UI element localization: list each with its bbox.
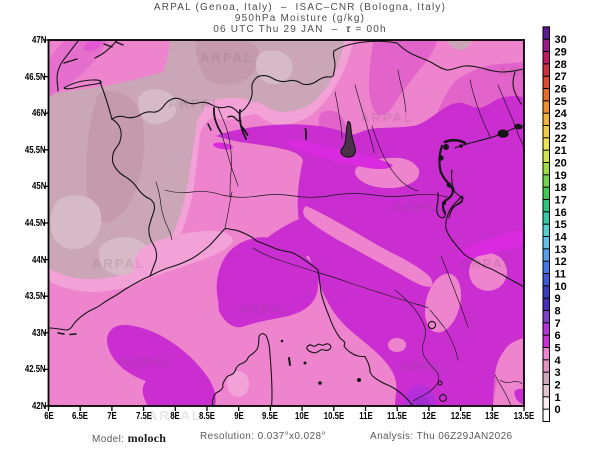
- svg-text:20: 20: [555, 158, 567, 170]
- svg-text:27: 27: [555, 71, 567, 83]
- svg-text:19: 19: [555, 170, 567, 182]
- svg-text:5: 5: [555, 343, 561, 355]
- svg-text:28: 28: [555, 59, 567, 71]
- svg-text:ARPAL: ARPAL: [200, 50, 254, 65]
- svg-text:ARPAL: ARPAL: [238, 302, 292, 317]
- svg-text:25: 25: [555, 96, 567, 108]
- svg-text:2: 2: [555, 380, 561, 392]
- svg-text:ARPAL: ARPAL: [398, 359, 452, 374]
- svg-text:15: 15: [555, 219, 567, 231]
- svg-text:1: 1: [555, 392, 561, 404]
- svg-text:13: 13: [555, 244, 567, 256]
- svg-text:3: 3: [555, 367, 561, 379]
- svg-text:29: 29: [555, 47, 567, 59]
- svg-text:ARPAL: ARPAL: [92, 256, 146, 271]
- svg-text:0: 0: [555, 404, 561, 416]
- svg-text:ARPAL: ARPAL: [360, 110, 414, 125]
- svg-text:7: 7: [555, 318, 561, 330]
- svg-text:14: 14: [555, 232, 568, 244]
- svg-text:ARPAL: ARPAL: [460, 256, 514, 271]
- svg-text:21: 21: [555, 145, 567, 157]
- svg-text:8: 8: [555, 306, 561, 318]
- svg-text:11: 11: [555, 269, 567, 281]
- svg-text:9: 9: [555, 293, 561, 305]
- svg-text:10: 10: [555, 281, 567, 293]
- svg-text:ARPAL: ARPAL: [120, 354, 174, 369]
- svg-text:4: 4: [555, 355, 562, 367]
- svg-text:ARPAL: ARPAL: [393, 200, 447, 215]
- svg-text:26: 26: [555, 84, 567, 96]
- svg-text:ARPAL: ARPAL: [168, 96, 222, 111]
- svg-text:22: 22: [555, 133, 567, 145]
- svg-text:18: 18: [555, 182, 567, 194]
- svg-text:ARPAL: ARPAL: [498, 64, 552, 79]
- svg-text:12: 12: [555, 256, 567, 268]
- svg-text:30: 30: [555, 34, 567, 46]
- svg-text:ARPAL: ARPAL: [148, 408, 202, 423]
- svg-text:23: 23: [555, 121, 567, 133]
- svg-text:17: 17: [555, 195, 567, 207]
- svg-text:ARPAL: ARPAL: [252, 402, 306, 417]
- svg-text:16: 16: [555, 207, 567, 219]
- svg-text:6: 6: [555, 330, 561, 342]
- svg-text:24: 24: [555, 108, 568, 120]
